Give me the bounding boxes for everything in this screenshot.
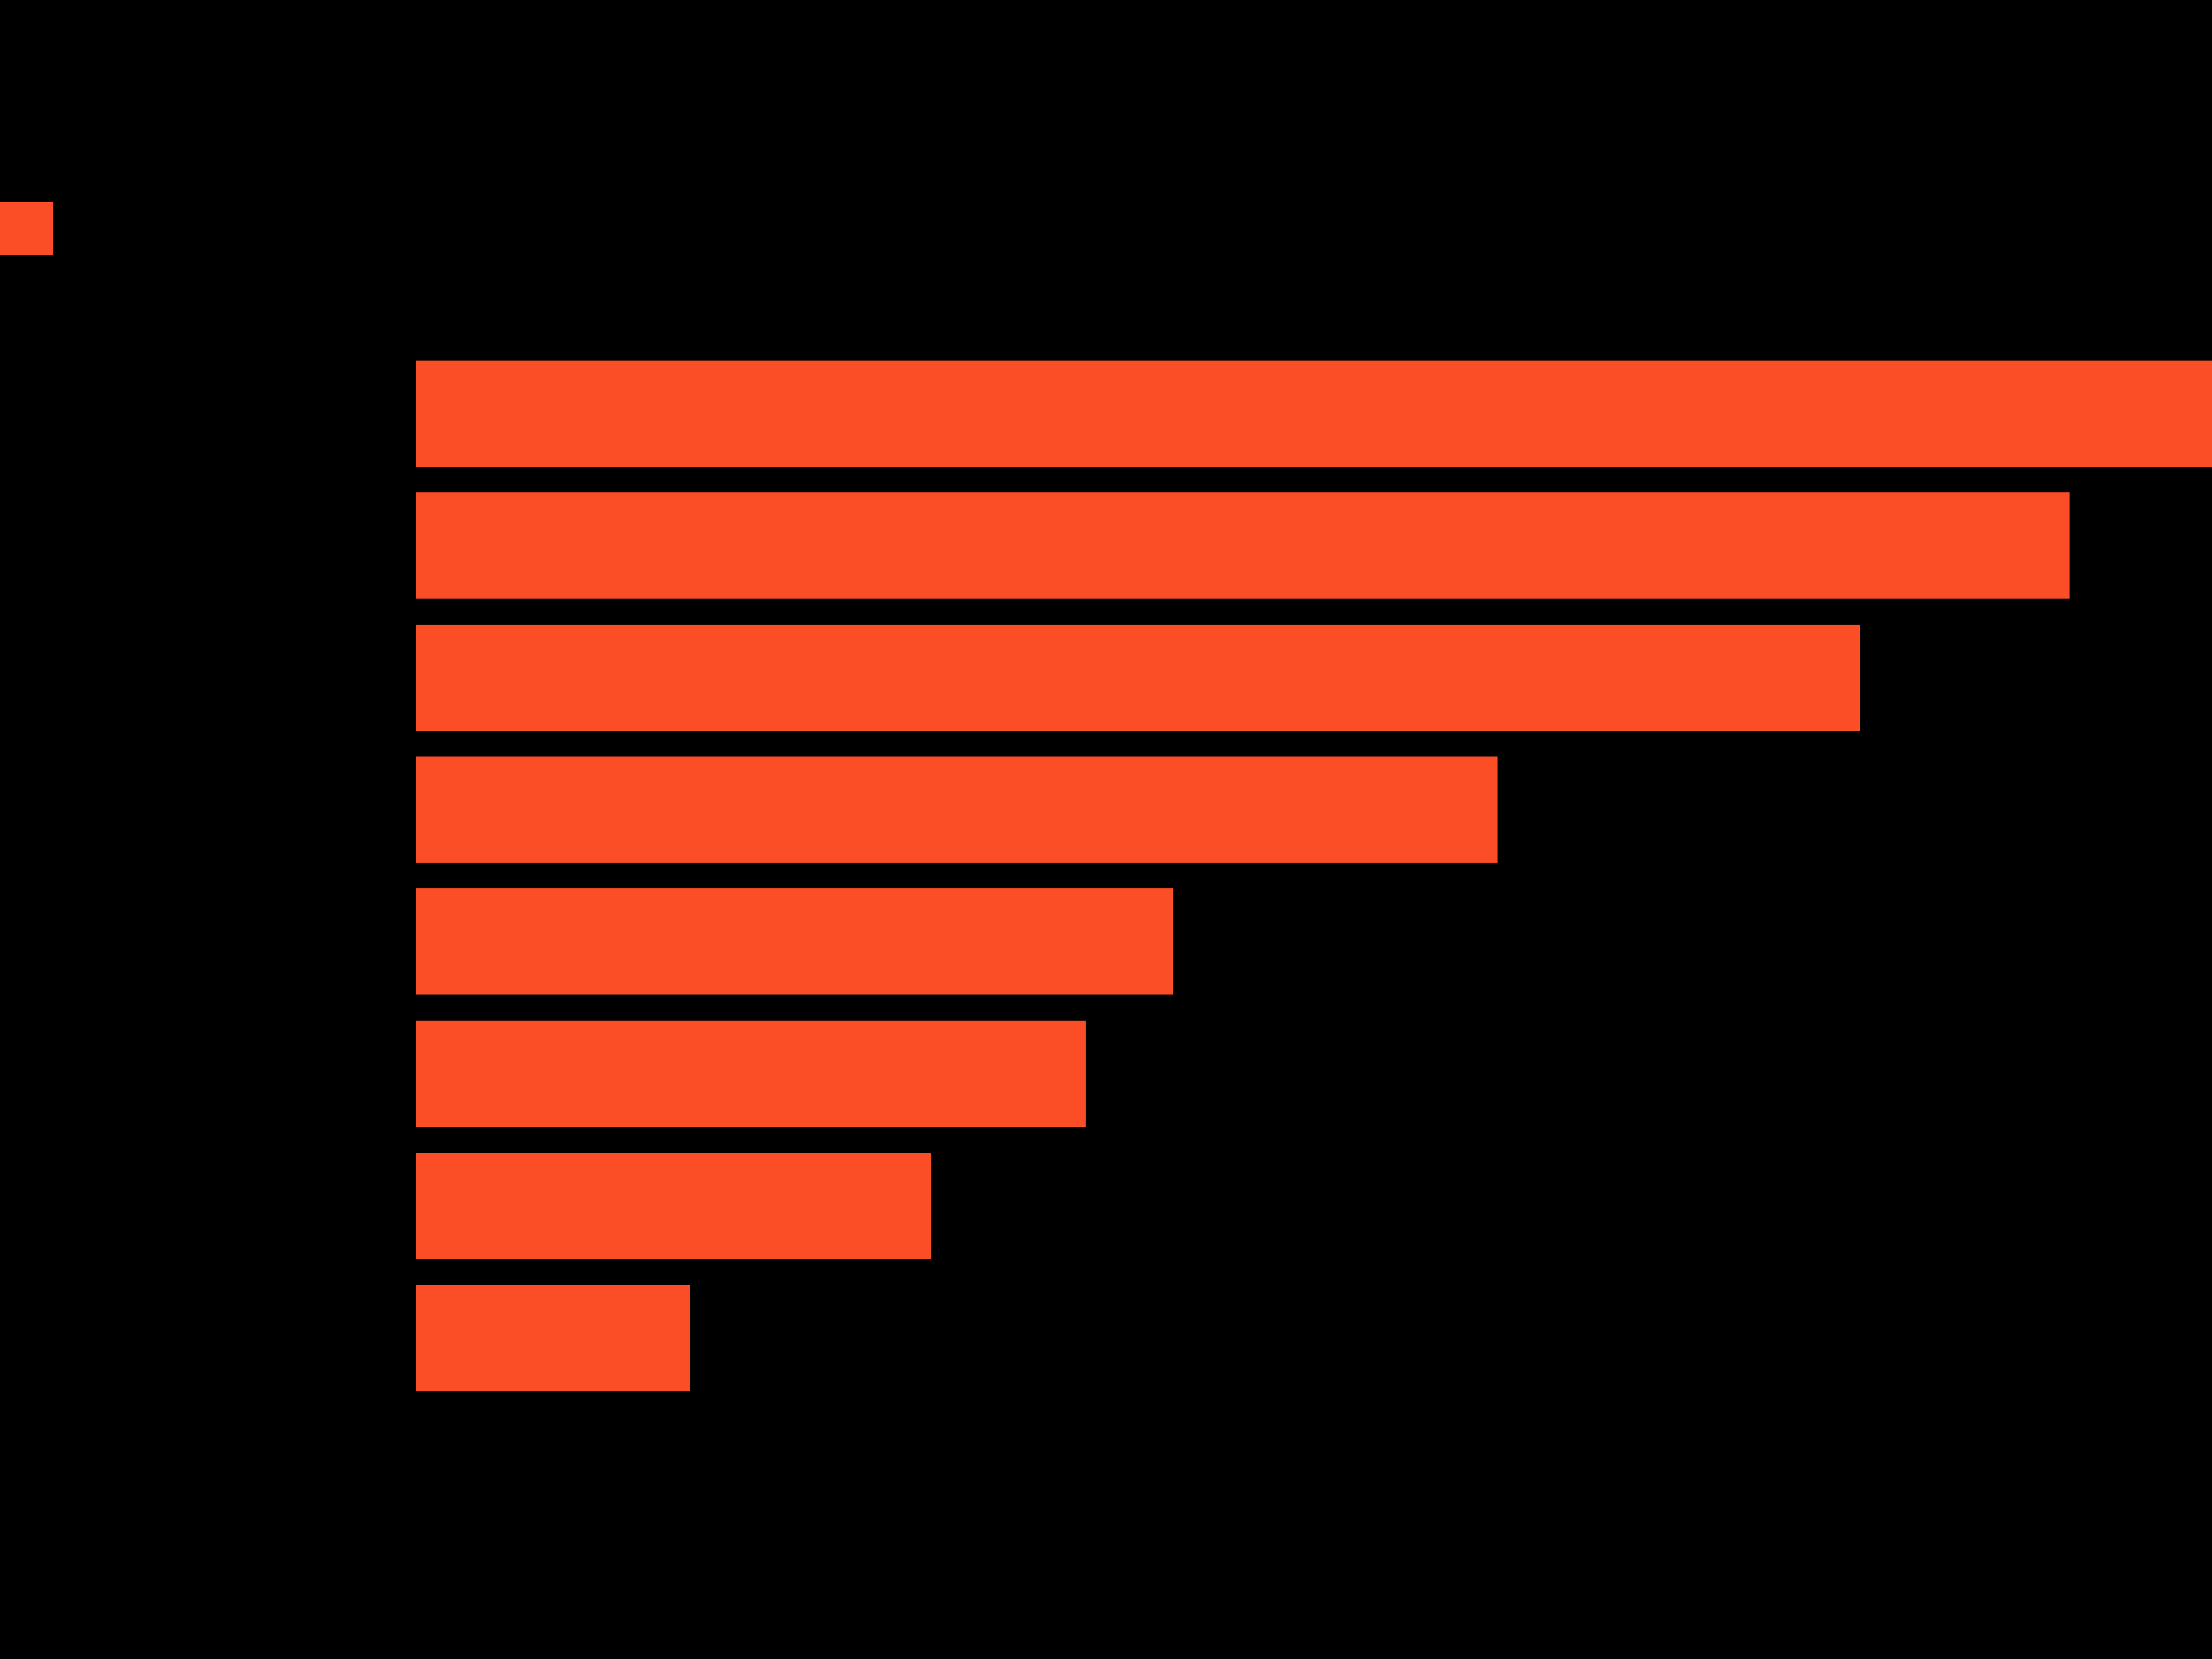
bar-row[interactable]: 1165 (416, 1153, 931, 1259)
bar[interactable] (416, 757, 1498, 863)
bar[interactable] (416, 625, 1860, 731)
bar[interactable] (416, 888, 1173, 995)
bar-row[interactable]: 3738 (416, 492, 2070, 599)
chart-legend[interactable] (0, 202, 65, 255)
bar-row[interactable]: 2445 (416, 757, 1498, 863)
bar-row[interactable]: 1711 (416, 888, 1173, 995)
bar[interactable] (416, 492, 2070, 599)
bar[interactable] (416, 361, 2212, 467)
bar-row[interactable]: 1514 (416, 1021, 1086, 1127)
bar-row[interactable]: 4161 (416, 361, 2212, 467)
bar[interactable] (416, 1285, 690, 1391)
bar[interactable] (416, 1153, 931, 1259)
bar[interactable] (416, 1021, 1086, 1127)
legend-color-swatch (0, 202, 53, 255)
bar-row[interactable]: 3264 (416, 625, 1860, 731)
bar-row[interactable]: 620 (416, 1285, 690, 1391)
